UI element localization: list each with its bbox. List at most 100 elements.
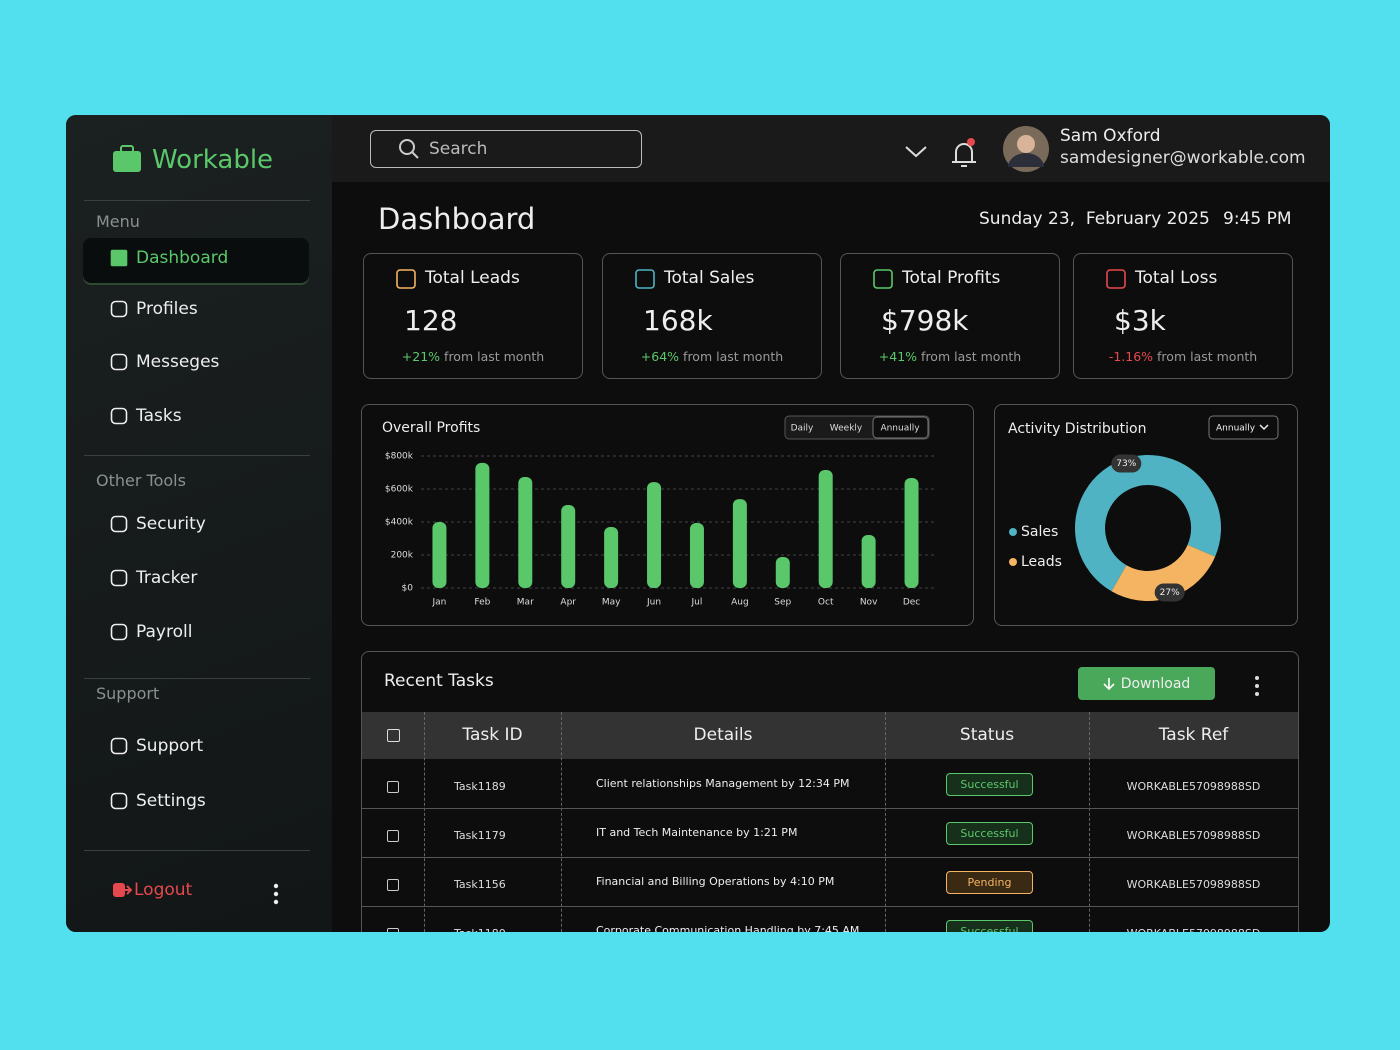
nav-item[interactable]: Support xyxy=(110,736,203,756)
time: 9:45 PM xyxy=(1223,209,1292,229)
value-label-bg xyxy=(1111,454,1142,473)
status-badge: Successful xyxy=(946,822,1033,845)
stat-value: 128 xyxy=(404,304,458,337)
status-badge: Successful xyxy=(946,773,1033,796)
divider xyxy=(84,850,310,851)
checkbox[interactable] xyxy=(387,879,399,891)
task-details: IT and Tech Maintenance by 1:21 PM xyxy=(596,826,798,839)
nav-item[interactable]: Dashboard xyxy=(110,248,228,268)
table-row: Task1156 Financial and Billing Operations… xyxy=(362,858,1298,907)
period-active xyxy=(872,416,929,439)
stat-icon xyxy=(635,269,655,289)
bar xyxy=(818,470,833,588)
stat-note: from last month xyxy=(683,349,784,364)
download-button[interactable]: Download xyxy=(1078,667,1215,700)
avatar[interactable] xyxy=(1002,125,1050,173)
y-tick-label: $800k xyxy=(385,452,414,462)
activity-chart: Activity Distribution Annually 73% Sales 2… xyxy=(1008,415,1279,602)
stat-label: Total Profits xyxy=(902,268,1001,288)
column-header: Status xyxy=(959,725,1015,745)
icon-shape xyxy=(110,792,128,810)
stat-icon xyxy=(396,269,416,289)
nav-item[interactable]: Profiles xyxy=(110,299,198,319)
task-details: Financial and Billing Operations by 4:10… xyxy=(596,875,835,888)
x-tick-label: Mar xyxy=(517,598,534,608)
logout-button[interactable]: Logout xyxy=(112,880,192,900)
task-details: Client relationships Management by 12:34… xyxy=(596,777,850,790)
divider xyxy=(84,678,310,679)
nav-item[interactable]: Settings xyxy=(110,791,206,811)
nav-item[interactable]: Tasks xyxy=(110,406,182,426)
logout-icon xyxy=(113,883,132,897)
period-option: Annually xyxy=(880,424,920,434)
activity-panel: Activity Distribution Annually 73% Sales 2… xyxy=(994,404,1298,626)
dropdown-icon[interactable] xyxy=(905,146,927,158)
checkbox[interactable] xyxy=(387,729,400,742)
nav-icon xyxy=(110,792,128,810)
x-tick-label: Aug xyxy=(731,598,749,608)
stat-value: 168k xyxy=(643,304,713,337)
section-title: Menu xyxy=(96,212,140,231)
more-button[interactable] xyxy=(1254,675,1260,697)
x-tick-label: Dec xyxy=(903,598,920,608)
value-label: 27% xyxy=(1160,588,1180,598)
page-title: Dashboard xyxy=(378,202,536,236)
nav-item[interactable]: Payroll xyxy=(110,622,192,642)
checkbox[interactable] xyxy=(387,928,399,932)
chart-title: Activity Distribution xyxy=(1008,421,1146,437)
stat-icon xyxy=(873,269,893,289)
y-tick-label: $600k xyxy=(385,485,414,495)
stat-label: Total Leads xyxy=(425,268,520,288)
bar xyxy=(518,476,533,588)
sidebar: Workable Logout Menu Dashboard Profiles Mes… xyxy=(66,115,332,932)
icon-shape xyxy=(110,353,128,371)
user-email: samdesigner@workable.com xyxy=(1060,148,1306,168)
brand-icon xyxy=(113,145,141,172)
icon-shape xyxy=(110,623,128,641)
value-label-bg xyxy=(1154,583,1185,602)
stat-label: Total Sales xyxy=(664,268,755,288)
nav-item[interactable]: Security xyxy=(110,514,206,534)
nav-label: Dashboard xyxy=(136,248,229,268)
checkbox[interactable] xyxy=(387,781,399,793)
tasks-title: Recent Tasks xyxy=(384,671,494,691)
icon-shape xyxy=(1106,269,1126,289)
nav-label: Profiles xyxy=(136,299,198,319)
user-name: Sam Oxford xyxy=(1060,126,1161,146)
legend-label: Leads xyxy=(1021,554,1062,570)
column-divider xyxy=(424,712,425,932)
icon-shape xyxy=(110,407,128,425)
icon-shape xyxy=(635,269,655,289)
nav-label: Messeges xyxy=(136,352,220,372)
dropdown-icon xyxy=(1259,424,1269,431)
bar xyxy=(475,462,490,588)
more-button[interactable] xyxy=(273,883,279,905)
y-tick-label: 200k xyxy=(391,551,414,561)
task-ref: WORKABLE57098988SD xyxy=(1126,878,1261,891)
bar xyxy=(861,535,876,588)
logout-label: Logout xyxy=(134,880,193,900)
bell-icon[interactable] xyxy=(952,143,976,167)
stat-card: Total Loss $3k -1.16% from last month xyxy=(1073,253,1293,379)
stat-note: from last month xyxy=(921,349,1022,364)
divider xyxy=(84,455,310,456)
stat-card: Total Sales 168k +64% from last month xyxy=(602,253,822,379)
nav-label: Tasks xyxy=(136,406,182,426)
column-divider xyxy=(885,712,886,932)
brand-name: Workable xyxy=(152,145,274,175)
x-tick-label: Feb xyxy=(474,598,490,608)
period-select[interactable] xyxy=(1208,415,1279,440)
icon-shape xyxy=(396,269,416,289)
x-tick-label: May xyxy=(602,598,621,608)
nav-item[interactable]: Messeges xyxy=(110,352,219,372)
nav-item[interactable]: Tracker xyxy=(110,568,197,588)
y-tick-label: $400k xyxy=(385,518,414,528)
stat-change-line: +64% from last month xyxy=(603,349,821,364)
checkbox[interactable] xyxy=(387,830,399,842)
task-ref: WORKABLE57098988SD xyxy=(1126,780,1261,793)
value-label: 73% xyxy=(1116,459,1136,469)
search-box[interactable]: Search xyxy=(370,130,642,168)
stat-change: +41% xyxy=(878,349,918,364)
bar xyxy=(604,526,619,588)
column-header: Task ID xyxy=(462,725,523,745)
